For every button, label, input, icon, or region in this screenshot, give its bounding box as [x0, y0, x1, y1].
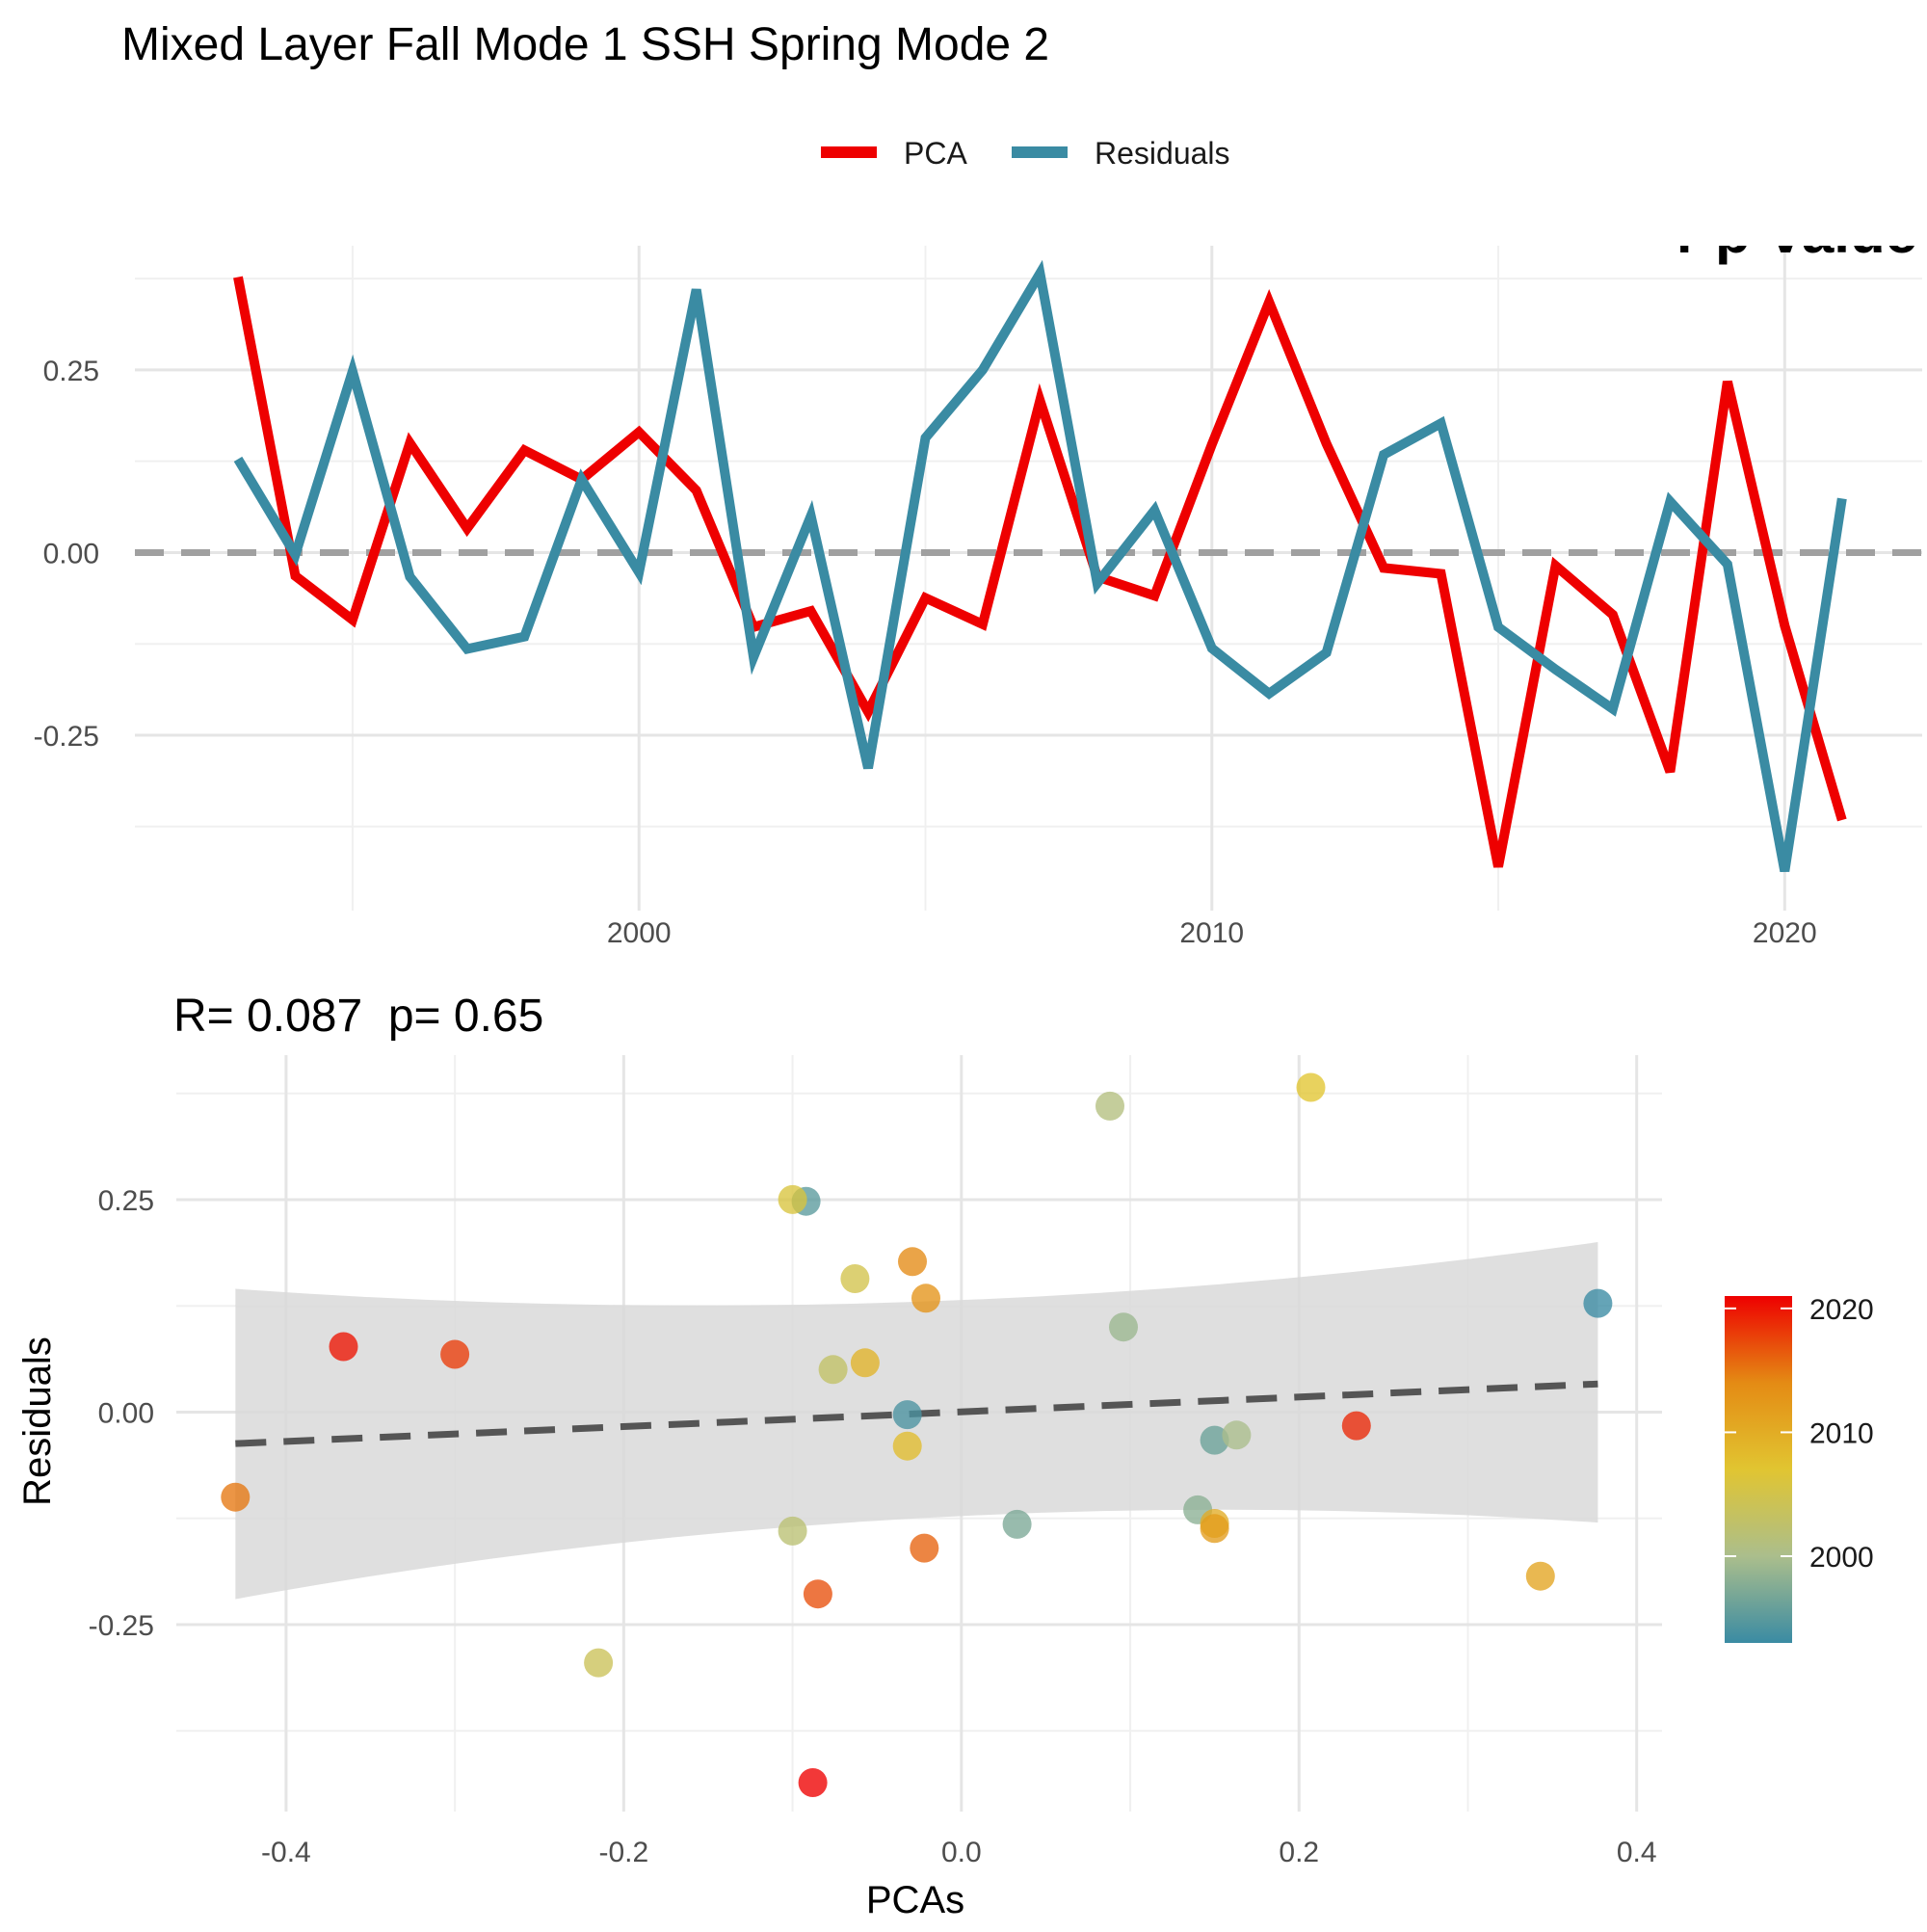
x-tick-label: -0.2: [599, 1837, 649, 1868]
colorbar-tick-label: 2000: [1809, 1542, 1874, 1574]
x-tick-label: -0.4: [261, 1837, 311, 1868]
scatter-point: [818, 1355, 848, 1385]
scatter-point: [911, 1284, 940, 1313]
scatter-point: [1296, 1072, 1326, 1102]
scatter-points: [221, 1072, 1613, 1797]
x-tick-label: 2010: [1179, 917, 1244, 949]
scatter-point: [840, 1264, 870, 1293]
y-tick-label: -0.25: [34, 721, 99, 753]
scatter-x-axis-label: PCAs: [866, 1879, 964, 1921]
scatter-point: [892, 1431, 922, 1461]
scatter-point: [1525, 1561, 1555, 1591]
scatter-point: [584, 1648, 614, 1678]
scatter-point: [892, 1400, 922, 1430]
scatter-point: [1341, 1411, 1371, 1441]
x-tick-label: 0.4: [1617, 1837, 1657, 1868]
line-chart-series: [233, 259, 1847, 873]
x-tick-label: 2020: [1753, 917, 1817, 949]
scatter-point: [798, 1768, 828, 1797]
scatter-point: [850, 1348, 880, 1378]
scatter-point: [1095, 1091, 1124, 1121]
year-colorbar: 2000 2010 2020: [1725, 1294, 1874, 1643]
clipped-annotation-text: r p-value: [1676, 200, 1917, 265]
scatter-x-ticks: -0.4 -0.2 0.0 0.2 0.4: [261, 1837, 1657, 1868]
scatter-point: [329, 1332, 358, 1362]
scatter-point: [1222, 1420, 1252, 1450]
scatter-point: [1002, 1509, 1032, 1539]
scatter-title: R= 0.087 p= 0.65: [173, 991, 543, 1042]
x-tick-label: 0.2: [1279, 1837, 1319, 1868]
legend-label-pca: PCA: [904, 136, 967, 171]
line-chart-legend: PCA Residuals: [821, 136, 1230, 171]
scatter-chart: R= 0.087 p= 0.65 0.25 0.00 -0.25 -0.4 -0.2 0…: [16, 991, 1874, 1921]
y-tick-label: 0.25: [43, 356, 99, 387]
scatter-point: [898, 1247, 927, 1277]
colorbar-tick-label: 2010: [1809, 1417, 1874, 1449]
line-chart-clipped-annotation: r p-value: [1676, 200, 1917, 265]
line-chart-y-ticks: 0.25 0.00 -0.25: [34, 356, 99, 753]
scatter-point: [803, 1579, 832, 1609]
scatter-point: [1583, 1288, 1613, 1318]
y-tick-label: -0.25: [89, 1610, 154, 1642]
scatter-point: [778, 1184, 807, 1214]
figure-title: Mixed Layer Fall Mode 1 SSH Spring Mode …: [121, 19, 1049, 70]
series-line-pca: [233, 276, 1847, 868]
series-line-residuals: [233, 259, 1847, 873]
colorbar-gradient: [1725, 1296, 1792, 1643]
x-tick-label: 2000: [607, 917, 672, 949]
colorbar-tick-label: 2020: [1809, 1294, 1874, 1326]
y-tick-label: 0.00: [98, 1397, 154, 1429]
line-chart-x-ticks: 2000 2010 2020: [607, 917, 1817, 949]
scatter-y-ticks: 0.25 0.00 -0.25: [89, 1185, 154, 1642]
scatter-point: [221, 1482, 251, 1512]
scatter-point: [910, 1533, 939, 1563]
legend-label-residuals: Residuals: [1095, 136, 1230, 171]
y-tick-label: 0.00: [43, 538, 99, 569]
line-chart: r p-value 0.25 0.00 -0.25 2000 2010 2020: [34, 200, 1922, 949]
scatter-point: [1200, 1514, 1229, 1544]
x-tick-label: 0.0: [941, 1837, 982, 1868]
scatter-y-axis-label: Residuals: [16, 1337, 59, 1506]
scatter-point: [1200, 1425, 1229, 1455]
scatter-point: [778, 1516, 807, 1546]
line-chart-grid: [135, 246, 1922, 911]
scatter-point: [1109, 1312, 1138, 1342]
y-tick-label: 0.25: [98, 1185, 154, 1217]
scatter-point: [440, 1339, 470, 1369]
